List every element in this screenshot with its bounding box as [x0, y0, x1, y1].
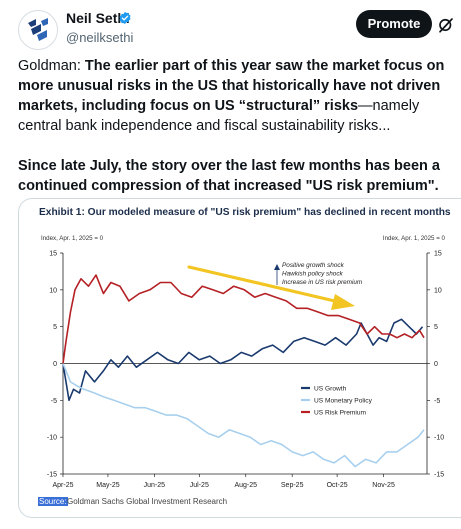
tweet-bold-text: The earlier part of this year saw the ma…: [18, 58, 445, 114]
y-tick-label: 5: [53, 324, 57, 331]
x-tick-label: May-25: [96, 482, 119, 489]
tweet-paragraph-1: Goldman: The earlier part of this year s…: [18, 56, 461, 136]
y-tick-label: -10: [47, 435, 57, 442]
avatar[interactable]: [18, 10, 58, 50]
us-monetary-policy-line: [62, 363, 425, 468]
grok-icon[interactable]: [437, 16, 455, 34]
x-tick-label: Apr-25: [52, 482, 73, 489]
y2-tick-label: 5: [434, 324, 438, 331]
author-name[interactable]: Neil Sethi: [66, 10, 130, 26]
y-tick-label: 15: [49, 251, 57, 258]
tweet-paragraph-2: Since late July, the story over the last…: [18, 158, 440, 194]
x-tick-label: Aug-25: [234, 482, 257, 489]
chart-title: Exhibit 1: Our modeled measure of "US ri…: [39, 207, 451, 218]
y2-tick-label: -10: [434, 435, 444, 442]
right-axis-label: Index, Apr. 1, 2025 = 0: [383, 235, 446, 242]
x-tick-label: Oct-25: [327, 482, 348, 489]
y2-tick-label: 0: [434, 361, 438, 368]
tweet-rest-text: —namely central bank independence and fi…: [18, 98, 420, 134]
x-tick-label: Jun-25: [144, 482, 166, 489]
author-handle[interactable]: @neilksethi: [66, 30, 134, 45]
legend-label: US Monetary Policy: [314, 398, 373, 405]
y-tick-label: -15: [47, 472, 57, 479]
legend-label: US Growth: [314, 386, 347, 393]
us-growth-line: [62, 318, 424, 402]
legend-label: US Risk Premium: [314, 410, 367, 417]
tweet-lead: Goldman:: [18, 58, 85, 74]
tweet-text: Goldman: The earlier part of this year s…: [18, 56, 461, 196]
annotation-text: Positive growth shock: [282, 262, 345, 269]
y-tick-label: 10: [49, 287, 57, 294]
left-axis-label: Index, Apr. 1, 2025 = 0: [41, 235, 104, 242]
yellow-trend-arrow-shaft: [187, 265, 341, 304]
chart-card[interactable]: Exhibit 1: Our modeled measure of "US ri…: [18, 198, 461, 518]
x-tick-label: Jul-25: [190, 482, 209, 489]
x-tick-label: Sep-25: [281, 482, 304, 489]
y-tick-label: 0: [53, 361, 57, 368]
y2-tick-label: -15: [434, 472, 444, 479]
x-tick-label: Nov-25: [372, 482, 395, 489]
line-chart: Index, Apr. 1, 2025 = 0 Index, Apr. 1, 20…: [41, 235, 446, 489]
us-risk-premium-line: [62, 274, 425, 364]
source-text: Goldman Sachs Global Investment Research: [67, 497, 228, 506]
annotation-arrow-head: [274, 264, 280, 270]
source-label: Source:: [38, 497, 68, 506]
verified-badge-icon: [119, 11, 131, 25]
annotation-text: Hawkish policy shock: [282, 271, 344, 278]
y2-tick-label: 10: [434, 287, 442, 294]
annotation-text: Increase in US risk premium: [282, 279, 363, 286]
sethi-logo-icon: [20, 12, 56, 48]
promote-button[interactable]: Promote: [356, 10, 432, 38]
y-tick-label: -5: [51, 398, 57, 405]
y2-tick-label: 15: [434, 251, 442, 258]
y2-tick-label: -5: [434, 398, 440, 405]
yellow-trend-arrow-head: [331, 294, 355, 310]
